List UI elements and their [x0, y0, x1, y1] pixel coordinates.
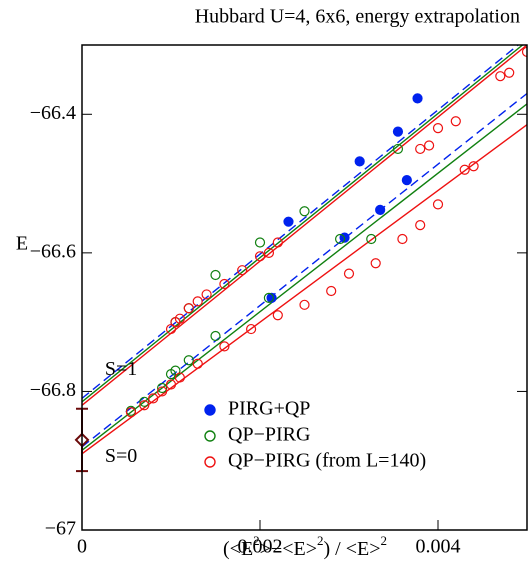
fit-line [82, 45, 523, 403]
data-point [237, 265, 248, 276]
annotation: S=1 [105, 358, 137, 380]
x-label-sup: 2 [317, 533, 324, 548]
x-tick-label: 0.002 [238, 536, 283, 558]
data-point [157, 382, 168, 394]
data-point [263, 292, 274, 303]
data-point [370, 258, 381, 269]
data-point [165, 379, 177, 390]
x-label-part: ) / <E> [324, 538, 381, 560]
data-point [354, 156, 365, 167]
data-point [139, 396, 150, 407]
legend-marker [204, 430, 216, 442]
fit-line [82, 45, 519, 399]
data-point [246, 323, 257, 335]
data-point [459, 164, 470, 175]
data-point [412, 93, 423, 104]
legend-marker [204, 404, 216, 416]
data-point [183, 303, 194, 314]
x-tick-label: 0 [77, 536, 87, 558]
annotation: S=0 [105, 445, 137, 467]
x-label-part: (<E [223, 538, 253, 560]
y-tick-label: −66.4 [30, 102, 76, 124]
plot-frame [81, 44, 528, 531]
data-point [432, 123, 444, 134]
data-point [468, 161, 479, 172]
data-point [219, 278, 230, 290]
data-point [504, 67, 515, 78]
data-point [157, 386, 168, 397]
fit-line [82, 124, 527, 455]
x-label-sup: 2 [381, 533, 388, 548]
data-point [272, 237, 283, 248]
legend-marker [204, 456, 216, 468]
x-tick-label: 0.004 [416, 536, 461, 558]
fit-line [82, 103, 527, 451]
data-point [432, 199, 444, 210]
data-point [139, 400, 150, 411]
data-point [263, 247, 274, 258]
y-tick-label: −66.8 [30, 379, 76, 401]
data-point [424, 140, 435, 151]
data-point [326, 285, 337, 297]
data-point [210, 330, 221, 342]
data-point [174, 313, 185, 324]
data-point [335, 233, 346, 245]
legend-label: PIRG+QP [228, 398, 310, 420]
data-point [183, 355, 194, 366]
data-point [283, 216, 294, 227]
data-point [148, 393, 159, 404]
data-point [343, 268, 355, 279]
data-point [392, 143, 404, 155]
y-tick-label: −66.6 [30, 240, 76, 262]
data-point [521, 46, 527, 58]
x-axis-label: (<E2>−<E>2) / <E>2 [223, 533, 387, 560]
data-point [397, 233, 408, 245]
data-point [401, 175, 412, 186]
legend-label: QP−PIRG (from L=140) [228, 450, 426, 472]
data-point [272, 310, 283, 321]
data-point [125, 407, 137, 418]
x-label-sup: 2 [253, 533, 260, 548]
data-point [392, 126, 404, 137]
data-point [375, 204, 386, 215]
data-point [415, 220, 426, 231]
data-point [299, 206, 310, 217]
data-point [366, 233, 377, 245]
data-point [192, 358, 203, 369]
data-point [254, 251, 266, 262]
chart-title: Hubbard U=4, 6x6, energy extrapolation [195, 6, 520, 28]
x-label-part: >−<E> [260, 538, 317, 560]
data-point [266, 292, 277, 303]
y-axis-label: E [16, 233, 28, 255]
data-point [415, 143, 426, 155]
fit-line [82, 92, 527, 448]
data-point [201, 289, 212, 300]
data-point [450, 116, 461, 127]
y-tick-label: −67 [45, 518, 76, 540]
data-point [299, 299, 310, 310]
data-point [254, 237, 266, 248]
data-point [192, 296, 203, 307]
data-point [495, 71, 506, 82]
legend-label: QP−PIRG [228, 424, 310, 446]
data-point [210, 269, 221, 281]
data-point [174, 372, 185, 383]
plot-area [82, 45, 527, 455]
data-point [219, 341, 230, 352]
fit-line [82, 45, 527, 406]
